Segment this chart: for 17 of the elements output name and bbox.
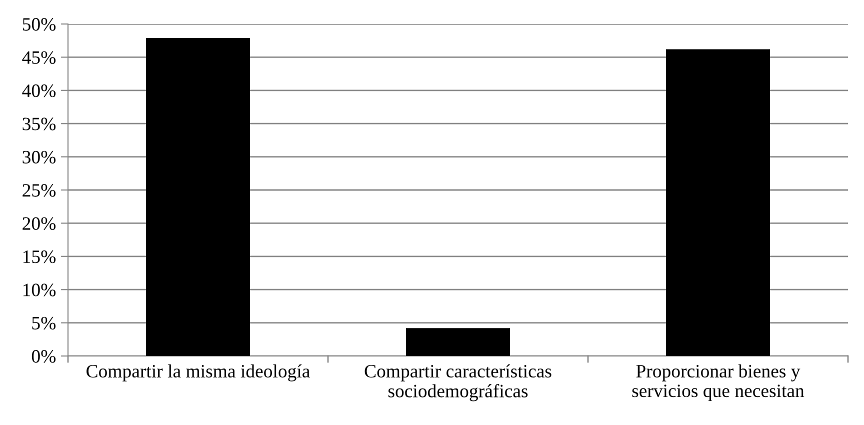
y-tick-label: 50% <box>22 18 56 31</box>
bar <box>666 49 770 356</box>
y-tick-label: 0% <box>32 350 56 363</box>
y-tick-label: 15% <box>23 250 56 264</box>
bar <box>146 38 250 356</box>
x-tick-label: Compartir características sociodemográficas <box>364 364 552 402</box>
y-tick-label: 30% <box>22 150 56 164</box>
y-tick-label: 35% <box>22 118 56 130</box>
y-tick-label: 25% <box>22 184 56 197</box>
x-tick-label: Proporcionar bienes y servicios que necesitan <box>632 364 804 401</box>
bar <box>406 328 510 356</box>
x-tick-label: Compartir la misma ideología <box>86 364 310 382</box>
y-tick-label: 45% <box>22 51 56 64</box>
y-tick-label: 20% <box>22 217 56 230</box>
y-tick-label: 5% <box>32 316 56 330</box>
y-tick-label: 10% <box>23 284 56 296</box>
y-tick-label: 40% <box>22 84 56 98</box>
